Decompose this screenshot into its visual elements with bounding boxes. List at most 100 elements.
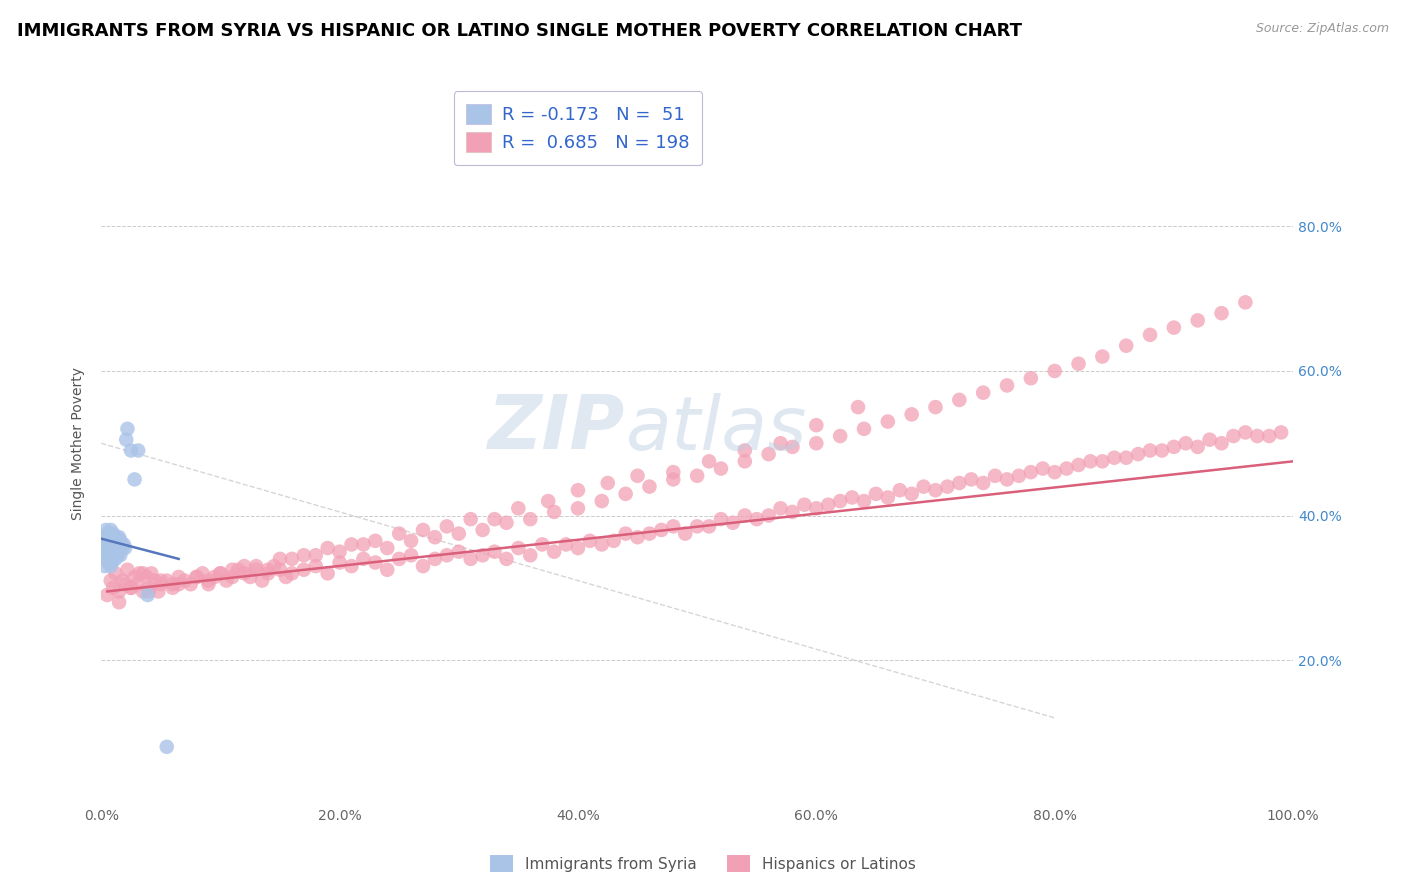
Point [94,552,117,566]
Point [111,574,134,588]
Point [233,566,256,581]
Point [132,584,155,599]
Point [1056,461,1078,475]
Point [876,415,898,429]
Point [97,556,120,570]
Point [1222,429,1244,443]
Point [108,595,131,609]
Point [101,526,124,541]
Point [579,533,602,548]
Point [245,563,267,577]
Point [1139,443,1161,458]
Point [495,516,517,530]
Point [1163,320,1185,334]
Point [399,549,422,563]
Point [281,566,304,581]
Point [162,577,184,591]
Point [100,574,122,588]
Point [105,530,128,544]
Point [221,570,243,584]
Point [984,468,1007,483]
Point [519,549,541,563]
Point [460,512,482,526]
Point [806,436,828,450]
Point [1150,443,1173,458]
Point [117,563,139,577]
Point [519,512,541,526]
Point [117,422,139,436]
Point [1246,429,1268,443]
Point [197,574,219,588]
Point [865,487,887,501]
Point [156,574,179,588]
Point [758,447,780,461]
Point [900,408,922,422]
Point [806,501,828,516]
Point [697,454,720,468]
Point [101,541,124,555]
Point [995,378,1018,392]
Point [591,537,613,551]
Point [1008,468,1031,483]
Point [329,556,352,570]
Point [734,454,756,468]
Point [1187,313,1209,327]
Point [156,739,179,754]
Point [191,566,214,581]
Point [125,577,148,591]
Point [101,530,124,544]
Point [375,541,398,555]
Point [124,472,146,486]
Point [105,544,128,558]
Point [141,566,163,581]
Point [484,544,506,558]
Point [555,537,578,551]
Point [853,422,876,436]
Point [98,552,121,566]
Point [94,541,117,555]
Point [100,537,122,551]
Point [1139,327,1161,342]
Point [1067,357,1090,371]
Point [104,537,127,551]
Point [96,526,118,541]
Point [173,574,195,588]
Point [97,544,120,558]
Point [107,549,129,563]
Point [94,559,117,574]
Point [912,480,935,494]
Point [364,556,387,570]
Point [686,519,709,533]
Point [734,508,756,523]
Point [281,552,304,566]
Point [460,552,482,566]
Point [100,523,122,537]
Point [806,418,828,433]
Point [436,519,458,533]
Point [662,519,685,533]
Point [103,549,125,563]
Point [93,541,115,555]
Point [697,519,720,533]
Point [1126,447,1149,461]
Point [91,552,114,566]
Point [769,436,792,450]
Point [329,544,352,558]
Y-axis label: Single Mother Poverty: Single Mother Poverty [72,367,86,520]
Point [423,552,446,566]
Point [120,581,142,595]
Point [1258,429,1281,443]
Point [876,491,898,505]
Point [162,581,184,595]
Point [204,570,226,584]
Point [149,577,172,591]
Point [1091,350,1114,364]
Point [186,570,208,584]
Point [936,480,959,494]
Point [734,443,756,458]
Point [543,505,565,519]
Point [602,533,624,548]
Point [352,537,374,551]
Point [148,584,170,599]
Point [135,570,157,584]
